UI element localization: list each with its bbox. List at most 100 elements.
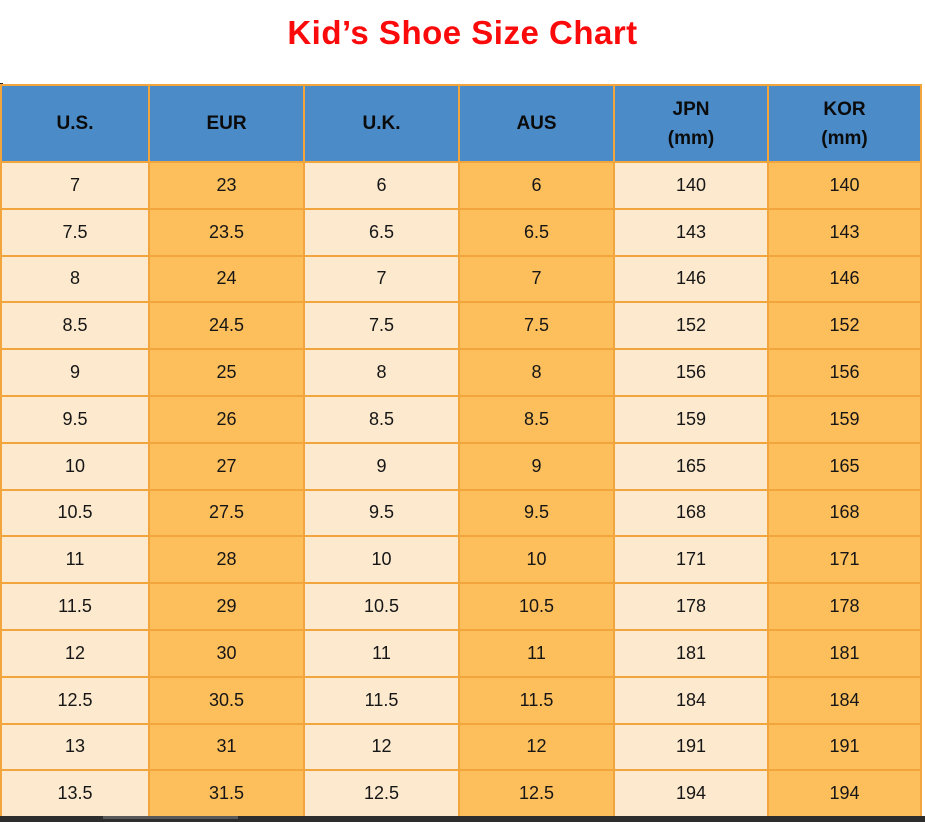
- cell: 10: [0, 441, 150, 491]
- cell: 143: [613, 207, 769, 257]
- cell: 7: [458, 254, 615, 304]
- column-header: U.K.: [303, 84, 460, 163]
- cell: 11: [303, 628, 460, 678]
- cell: 10.5: [0, 488, 150, 538]
- table-row: 12 30 11 11 181 181: [0, 628, 922, 678]
- cell: 10.5: [303, 582, 460, 631]
- table-row: 9.5 26 8.5 8.5 159 159: [0, 394, 922, 444]
- cell: 11.5: [458, 675, 615, 725]
- cell: 6: [458, 161, 615, 210]
- cell: 146: [767, 254, 922, 304]
- cell: 181: [613, 628, 769, 678]
- cell: 29: [148, 582, 305, 631]
- cell: 8.5: [0, 301, 150, 351]
- cell: 191: [767, 722, 922, 772]
- cell: 194: [613, 769, 769, 819]
- cell: 146: [613, 254, 769, 304]
- cell: 165: [613, 441, 769, 491]
- cell: 7: [303, 254, 460, 304]
- cell: 11: [0, 535, 150, 585]
- cell: 8: [458, 348, 615, 397]
- table-row: 8 24 7 7 146 146: [0, 254, 922, 304]
- table-row: 13 31 12 12 191 191: [0, 722, 922, 772]
- cell: 140: [767, 161, 922, 210]
- cell: 168: [767, 488, 922, 538]
- cell: 12.5: [458, 769, 615, 819]
- table-row: 11 28 10 10 171 171: [0, 535, 922, 585]
- cell: 178: [767, 582, 922, 631]
- cell: 31: [148, 722, 305, 772]
- cell: 8: [0, 254, 150, 304]
- cell: 12: [303, 722, 460, 772]
- shoe-size-table: U.S. EUR U.K. AUS JPN (mm) KOR (mm) 7 23 6 6 140 140…: [0, 84, 922, 819]
- table-row: 12.5 30.5 11.5 11.5 184 184: [0, 675, 922, 725]
- table-row: 7.5 23.5 6.5 6.5 143 143: [0, 207, 922, 257]
- cell: 30.5: [148, 675, 305, 725]
- cell: 7.5: [303, 301, 460, 351]
- cell: 165: [767, 441, 922, 491]
- table-row: 13.5 31.5 12.5 12.5 194 194: [0, 769, 922, 819]
- cell: 7.5: [0, 207, 150, 257]
- cell: 25: [148, 348, 305, 397]
- table-row: 9 25 8 8 156 156: [0, 348, 922, 397]
- table-row: 7 23 6 6 140 140: [0, 161, 922, 210]
- cell: 24.5: [148, 301, 305, 351]
- column-header: KOR (mm): [767, 84, 922, 163]
- cell: 194: [767, 769, 922, 819]
- cell: 24: [148, 254, 305, 304]
- bottom-bar: [0, 816, 925, 822]
- cell: 8: [303, 348, 460, 397]
- cell: 23: [148, 161, 305, 210]
- cell: 10: [303, 535, 460, 585]
- cell: 9.5: [0, 394, 150, 444]
- cell: 12.5: [303, 769, 460, 819]
- table-row: 8.5 24.5 7.5 7.5 152 152: [0, 301, 922, 351]
- cell: 8.5: [458, 394, 615, 444]
- cell: 178: [613, 582, 769, 631]
- cell: 12: [0, 628, 150, 678]
- cell: 140: [613, 161, 769, 210]
- cell: 156: [613, 348, 769, 397]
- cell: 156: [767, 348, 922, 397]
- cell: 11.5: [0, 582, 150, 631]
- cell: 184: [613, 675, 769, 725]
- cell: 171: [767, 535, 922, 585]
- cell: 184: [767, 675, 922, 725]
- table-body: 7 23 6 6 140 140 7.5 23.5 6.5 6.5 143 143 8 24 7 7 146 14…: [0, 161, 922, 819]
- cell: 9: [458, 441, 615, 491]
- cell: 171: [613, 535, 769, 585]
- cell: 152: [767, 301, 922, 351]
- cell: 11: [458, 628, 615, 678]
- cell: 191: [613, 722, 769, 772]
- page-title: Kid’s Shoe Size Chart: [287, 14, 638, 51]
- cell: 10.5: [458, 582, 615, 631]
- cell: 12: [458, 722, 615, 772]
- bottom-bar-thumb: [103, 816, 238, 819]
- cell: 6: [303, 161, 460, 210]
- table-row: 10.5 27.5 9.5 9.5 168 168: [0, 488, 922, 538]
- cell: 143: [767, 207, 922, 257]
- cell: 159: [613, 394, 769, 444]
- cell: 7: [0, 161, 150, 210]
- column-header: U.S.: [0, 84, 150, 163]
- cell: 9: [0, 348, 150, 397]
- table-row: 10 27 9 9 165 165: [0, 441, 922, 491]
- cell: 13.5: [0, 769, 150, 819]
- cell: 9.5: [458, 488, 615, 538]
- cell: 168: [613, 488, 769, 538]
- cell: 13: [0, 722, 150, 772]
- cell: 12.5: [0, 675, 150, 725]
- cell: 26: [148, 394, 305, 444]
- cell: 9: [303, 441, 460, 491]
- cell: 7.5: [458, 301, 615, 351]
- cell: 152: [613, 301, 769, 351]
- cell: 6.5: [303, 207, 460, 257]
- cell: 159: [767, 394, 922, 444]
- cell: 31.5: [148, 769, 305, 819]
- table-row: 11.5 29 10.5 10.5 178 178: [0, 582, 922, 631]
- cell: 6.5: [458, 207, 615, 257]
- cell: 27: [148, 441, 305, 491]
- column-header: EUR: [148, 84, 305, 163]
- column-header: AUS: [458, 84, 615, 163]
